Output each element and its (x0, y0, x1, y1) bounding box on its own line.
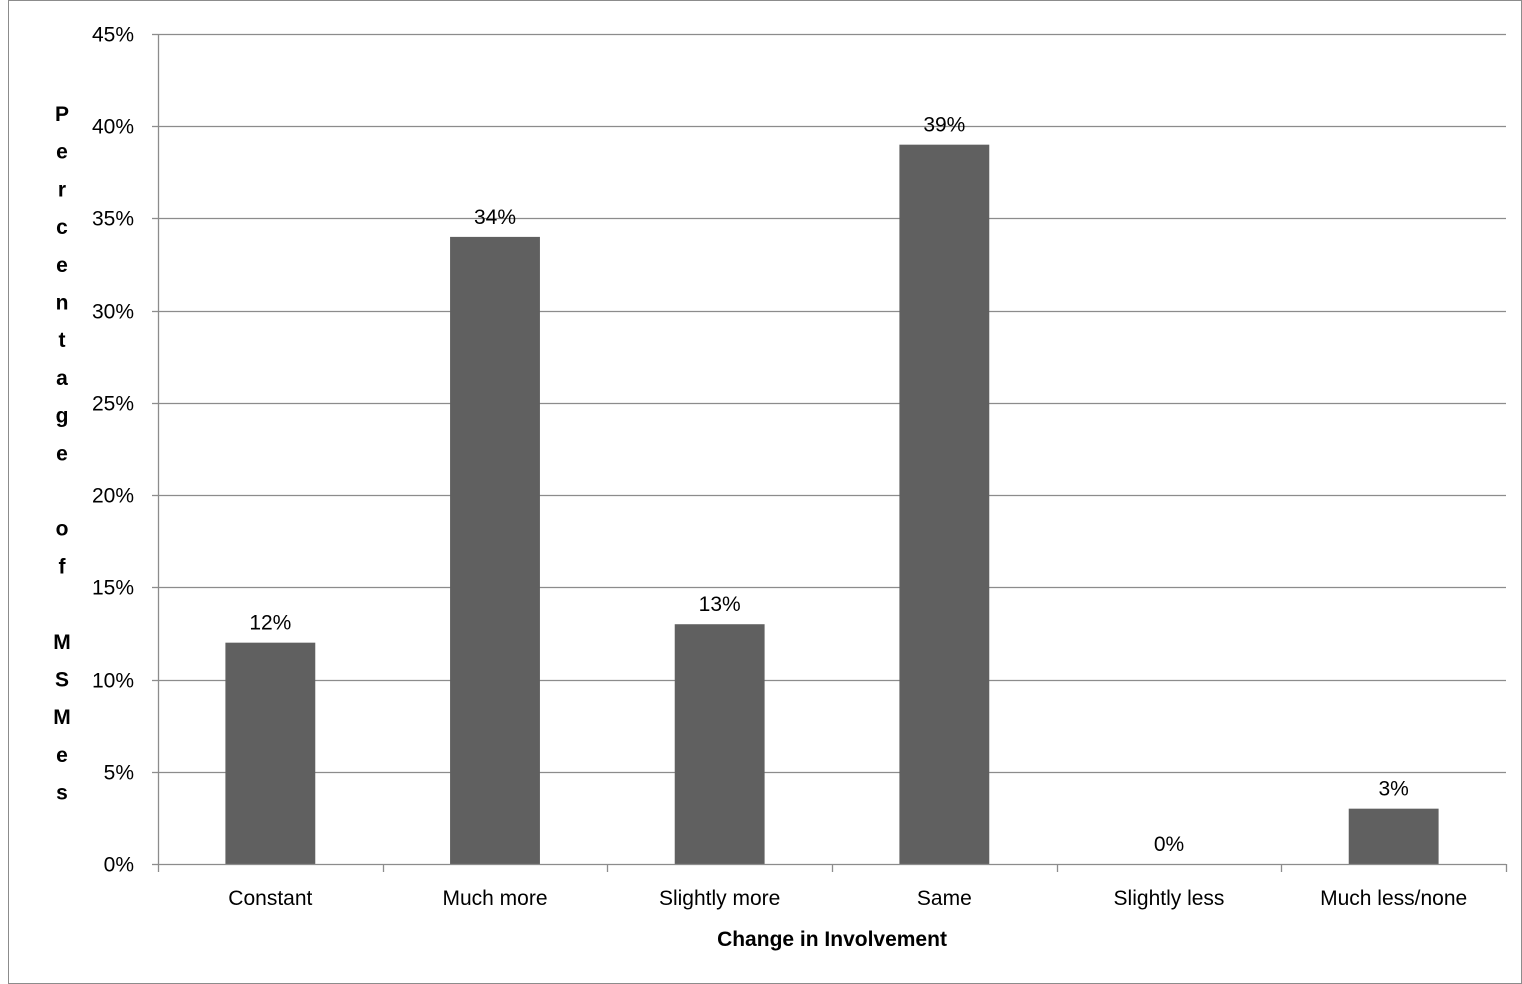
x-tick-label: Slightly less (1114, 887, 1225, 910)
bar-much-more (450, 236, 540, 864)
x-axis-title: Change in Involvement (717, 928, 947, 951)
axes: 0% 5% 10% 15% 20% 25% 30% 35% 40% 45% Constant Much… (92, 24, 1508, 910)
data-label: 0% (1154, 833, 1184, 856)
y-axis-title-letter: s (56, 782, 68, 805)
x-tick-label: Much less/none (1320, 887, 1467, 910)
y-axis-title-letter: c (56, 216, 68, 239)
y-tick-label: 40% (92, 116, 134, 139)
y-tick-label: 20% (92, 485, 134, 508)
bars (225, 144, 1439, 864)
bar-slightly-more (674, 624, 765, 864)
y-tick-label: 25% (92, 393, 134, 416)
data-label: 3% (1378, 778, 1408, 801)
bar-constant (225, 642, 316, 864)
bar-same (899, 144, 990, 864)
y-axis-title-letter: M (53, 706, 71, 729)
y-axis-title-letter: e (56, 254, 68, 277)
x-tick-label: Constant (228, 887, 312, 910)
y-axis-title-letter: e (56, 442, 68, 465)
data-label: 13% (699, 593, 741, 616)
y-axis-title-letter: M (53, 631, 71, 654)
y-axis-title-letter: o (56, 518, 69, 541)
y-axis-title-letter: a (56, 367, 68, 390)
data-label: 39% (923, 114, 965, 137)
y-axis-title-letter: e (56, 141, 68, 164)
bar-much-less-none (1348, 808, 1439, 864)
x-tick-label: Slightly more (659, 887, 780, 910)
y-axis-title-letter: t (59, 329, 66, 352)
y-axis-title-letter: n (56, 292, 69, 315)
data-labels: 12% 34% 13% 39% 0% 3% (249, 114, 1409, 856)
y-axis-title-letter: f (59, 555, 67, 578)
y-axis-title-letter: e (56, 744, 68, 767)
y-axis-title-letter: r (58, 178, 66, 201)
y-axis-title-letter: P (55, 103, 69, 126)
y-tick-label: 10% (92, 670, 134, 693)
y-tick-label: 30% (92, 301, 134, 324)
data-label: 12% (249, 612, 291, 635)
y-tick-label: 35% (92, 208, 134, 231)
data-label: 34% (474, 206, 516, 229)
y-axis-title-letter: S (55, 669, 69, 692)
y-axis-title-letter: g (56, 405, 69, 428)
gridlines (158, 33, 1506, 774)
x-tick-label: Same (917, 887, 972, 910)
y-tick-label: 15% (92, 577, 134, 600)
x-tick-label: Much more (442, 887, 547, 910)
y-tick-label: 45% (92, 24, 134, 47)
y-tick-label: 5% (104, 762, 134, 785)
y-tick-label: 0% (104, 854, 134, 877)
